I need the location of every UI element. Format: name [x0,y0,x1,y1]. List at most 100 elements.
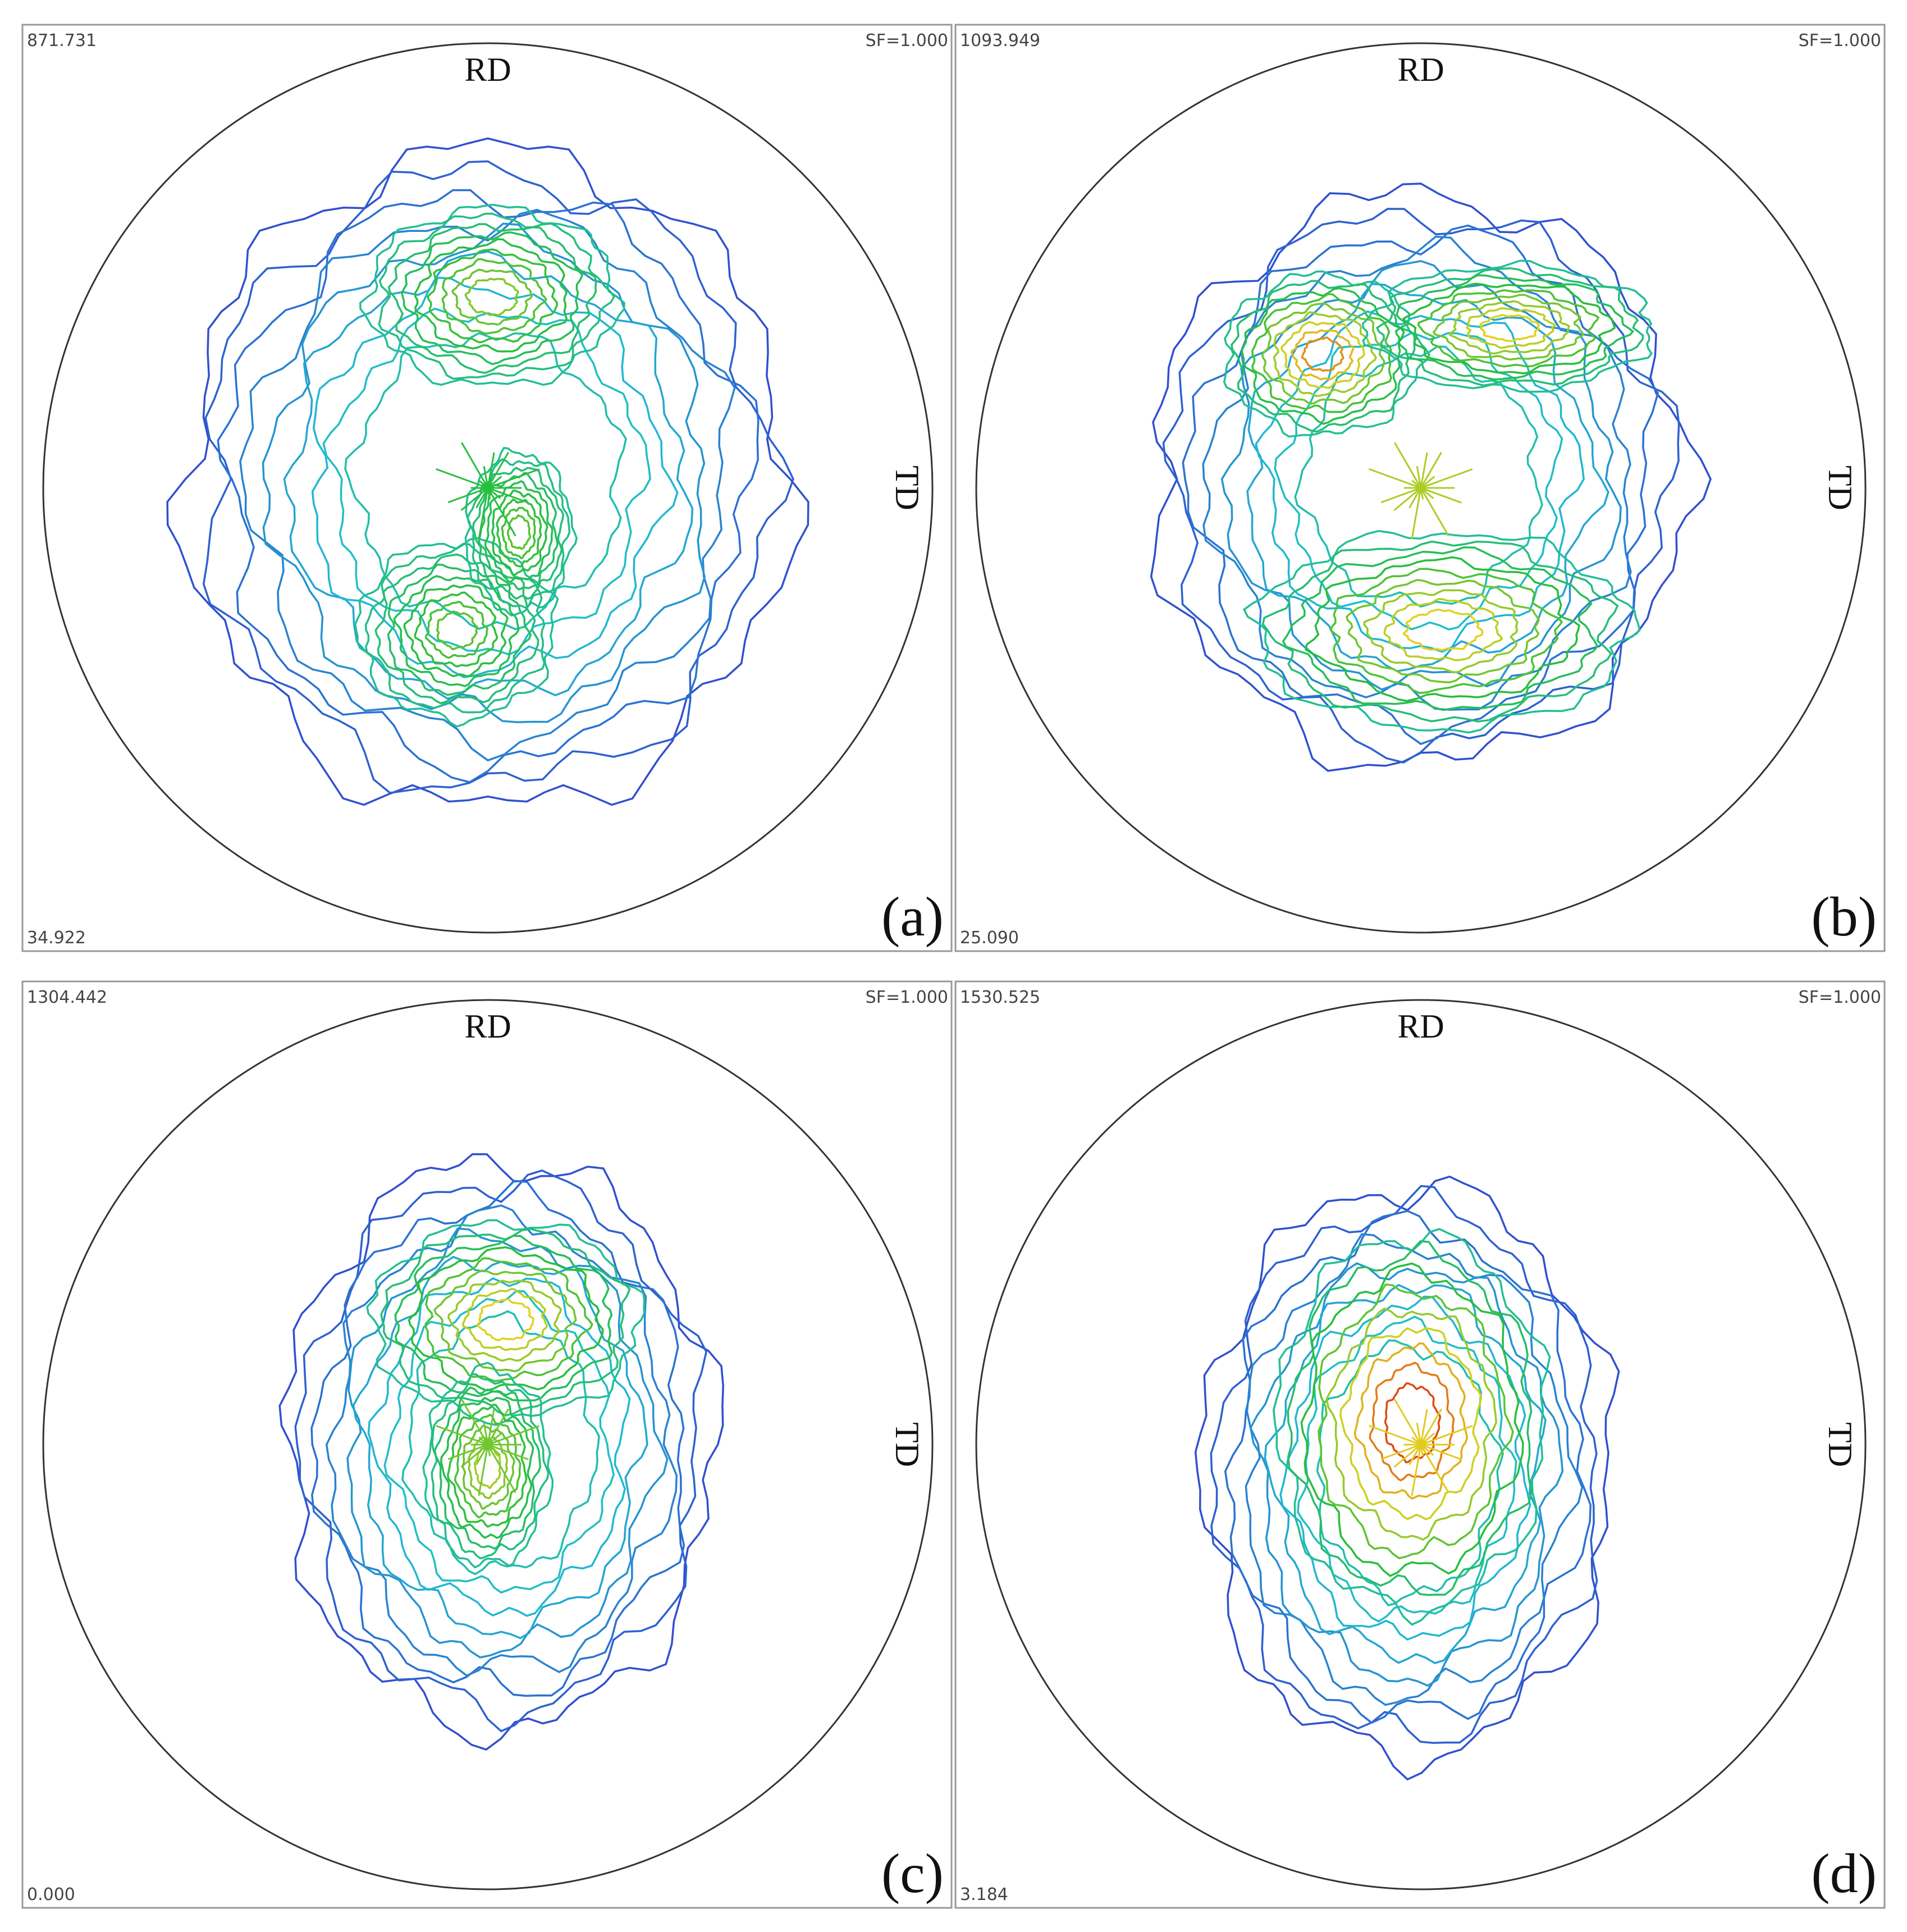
contour-line [1375,267,1644,387]
contour-spike [478,1444,489,1496]
contour-line [464,277,520,317]
td-label: TD [1822,465,1859,510]
contour-line [262,222,706,723]
contour-line [506,514,532,550]
contour-spike [1420,487,1449,537]
max-value: 1304.442 [27,988,107,1007]
pole-circle [975,999,1867,1890]
contour-line [1361,259,1653,393]
contour-line [461,1425,515,1510]
contour-spike [1369,1424,1421,1446]
contour-line [464,446,578,617]
contour-line [454,1413,522,1519]
contour-spike [487,487,516,537]
contour-line [447,1404,528,1528]
contour-spike [1420,452,1428,488]
contour-line [1297,1316,1517,1623]
contour-line [1316,1339,1504,1607]
contour-line [1329,568,1563,695]
contour-line [1210,1185,1598,1744]
contour-line [461,1288,548,1351]
contour-line [387,563,532,696]
pole-circle [975,42,1867,934]
contour-line [1305,556,1581,702]
contour-spike [461,442,489,488]
contour-spike [1411,487,1422,540]
rd-label: RD [1397,51,1444,88]
contour-spike [1420,1425,1473,1446]
scale-factor: SF=1.000 [866,988,948,1007]
contour-spike [461,1399,489,1445]
td-label: TD [1822,1422,1859,1467]
contour-spike [1408,487,1422,509]
min-value: 25.090 [960,928,1019,948]
contour-line [294,1169,707,1733]
scale-factor: SF=1.000 [1799,988,1881,1007]
contour-spike [1416,465,1422,488]
pole-circle [42,999,934,1890]
contour-line [1241,287,1405,425]
contour-spike [1420,487,1434,499]
contour-line [433,1386,542,1550]
max-value: 1530.525 [960,988,1040,1007]
contour-spike [475,487,489,509]
contour-line [1394,274,1635,381]
panel-label: (d) [1811,1842,1877,1904]
contour-line [311,276,679,679]
contour-line [424,1257,593,1382]
contour-spike [487,452,495,488]
contour-spike [483,1422,489,1445]
contour-spike [1420,1409,1428,1445]
contour-line [283,250,694,700]
contour-line [1448,300,1571,355]
contour-spike [1420,476,1435,489]
contour-line [239,208,736,762]
contour-spike [487,1409,495,1445]
contour-line [408,1246,604,1392]
contour-spike [1420,451,1442,488]
contour-line [1294,345,1543,608]
contour-line [380,1228,631,1417]
contour-spike [460,487,488,511]
min-value: 0.000 [27,1885,75,1904]
contour-line [1279,1295,1531,1641]
contour-line [278,1153,724,1751]
contour-line [436,610,479,651]
contour-line [325,1204,678,1677]
contour-line [1251,293,1393,413]
contour-line [414,238,568,353]
rd-label: RD [464,1008,511,1045]
contour-spike [1394,442,1422,488]
contour-line [1273,1228,1551,1626]
contour-line [491,489,548,577]
contour-line [1242,529,1641,734]
pole-figure-panel: 1530.525 SF=1.000 3.184 RD TD (d) [954,980,1886,1909]
contour-spike [483,465,489,488]
contour-line [431,1373,550,1560]
contour-line [1231,280,1416,433]
contour-spike [487,1425,540,1446]
contour-line [1466,307,1557,349]
contour-spike [1380,1444,1421,1460]
pole-figure-panel: 871.731 SF=1.000 34.922 RD TD (a) [21,24,953,952]
contour-line [346,1227,669,1659]
contour-spike [1420,1444,1434,1456]
contour-line [427,248,559,344]
contour-line [1369,1362,1455,1482]
contour-spike [460,1444,488,1468]
contour-line [1345,579,1540,684]
contour-line [1363,589,1519,674]
contour-line [1182,224,1659,745]
contour-spike [436,1424,488,1446]
contour-spike [436,468,488,489]
contour-spike [487,1444,516,1493]
contour-spike [487,451,509,488]
contour-line [1246,282,1609,673]
scale-factor: SF=1.000 [1799,31,1881,51]
panel-label: (c) [881,1842,944,1904]
panel-label: (a) [881,885,944,948]
contour-line [476,1298,535,1342]
contour-spike [1408,1444,1422,1465]
rd-label: RD [1397,1008,1444,1045]
contour-line [401,1310,600,1575]
